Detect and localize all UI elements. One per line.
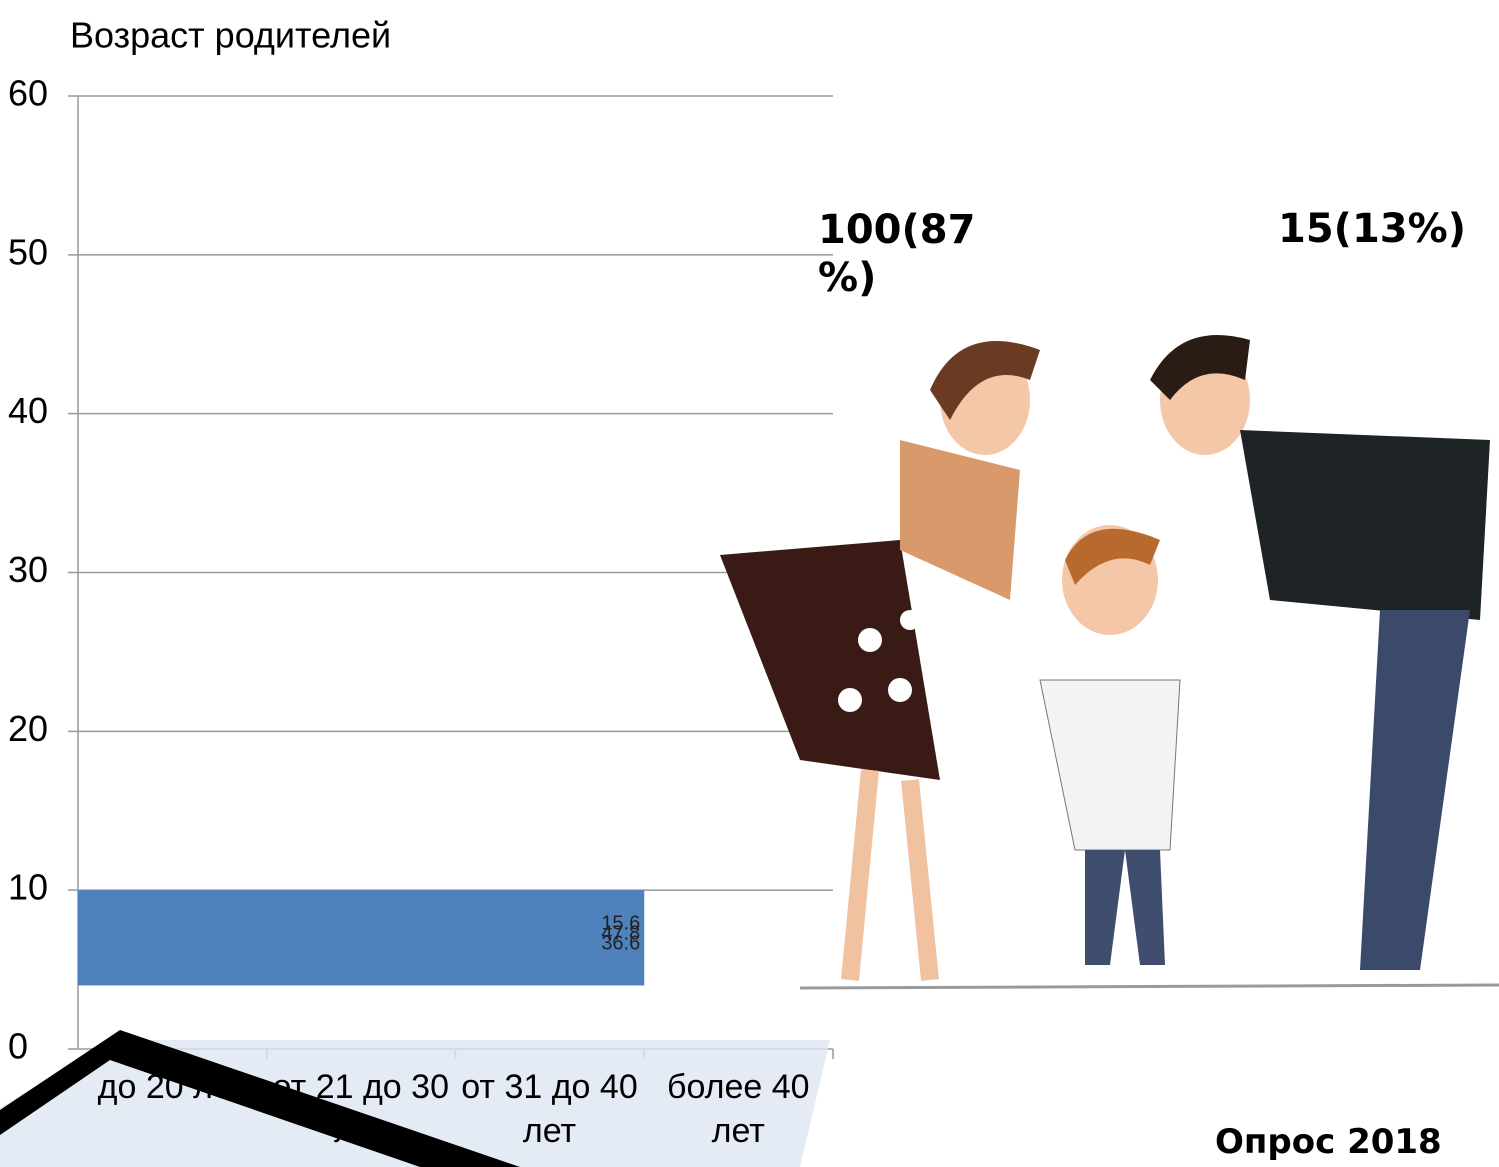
y-tick-label: 0 [8, 1026, 28, 1067]
x-tick-label: более 40 лет [644, 1065, 832, 1153]
x-tick-label: до 20 лет [78, 1065, 266, 1109]
y-tick-label: 10 [8, 867, 48, 908]
annotation: 15(13%) [1278, 205, 1466, 253]
chart-title: Возраст родителей [70, 15, 391, 56]
x-tick-label: от 31 до 40 лет [456, 1065, 644, 1153]
y-tick-label: 20 [8, 708, 48, 749]
illustration [720, 335, 1499, 988]
y-tick-label: 60 [8, 73, 48, 114]
slide: Возраст родителей 010203040506015.647.83… [0, 0, 1499, 1167]
y-tick-label: 40 [8, 390, 48, 431]
annotation: 100(87 %) [818, 206, 1008, 302]
y-tick-label: 30 [8, 549, 48, 590]
y-tick-label: 50 [8, 231, 48, 272]
bar [78, 890, 644, 985]
chart: Возраст родителей 010203040506015.647.83… [0, 0, 1499, 1167]
annotation: Опрос 2018 [1215, 1118, 1442, 1166]
data-label: 36.6 [601, 932, 640, 954]
x-tick-label: от 21 до 30 лет [267, 1065, 455, 1153]
